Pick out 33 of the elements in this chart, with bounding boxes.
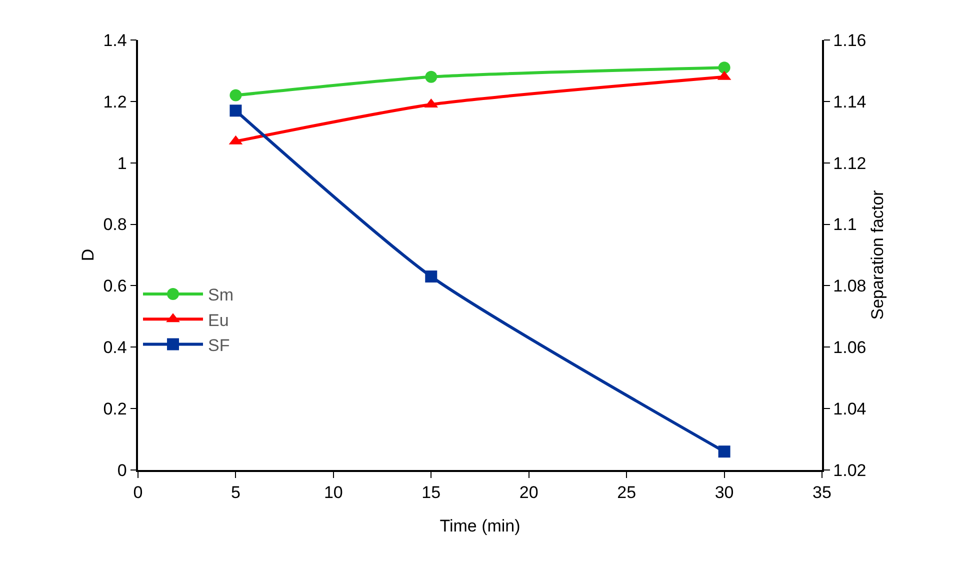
y-tick-label: 1.2	[103, 92, 127, 112]
y2-axis-title: Separation factor	[868, 190, 888, 320]
x-tick-label: 5	[230, 483, 240, 502]
y-tick-label: 0.4	[103, 338, 127, 358]
legend-label: Sm	[208, 286, 234, 305]
y-tick-label: 1	[117, 154, 127, 173]
legend-label: SF	[208, 336, 230, 355]
y-tick-label: 1.4	[103, 30, 127, 50]
y2-tick-label: 1.04	[833, 400, 866, 419]
x-tick-label: 20	[519, 483, 538, 502]
x-tick-label: 35	[812, 483, 832, 502]
y-tick-label: 0.2	[103, 400, 127, 419]
point	[230, 104, 242, 117]
y-tick-label: 0.6	[103, 276, 127, 296]
y2-tick-label: 1.16	[833, 30, 866, 50]
y-tick-label: 0.8	[103, 215, 127, 234]
x-tick-label: 0	[133, 483, 143, 502]
legend-label: Eu	[208, 310, 229, 330]
y2-tick-label: 1.06	[833, 338, 866, 358]
y2-tick-label: 1.08	[833, 276, 866, 296]
x-axis-title: Time (min)	[440, 516, 520, 536]
y2-tick-label: 1.02	[833, 460, 866, 480]
point	[718, 446, 730, 458]
y2-tick-label: 1.14	[833, 92, 866, 112]
point	[425, 270, 438, 282]
y-axis-title: D	[78, 248, 98, 262]
y2-tick-label: 1.1	[833, 215, 857, 234]
x-tick-label: 25	[617, 483, 636, 502]
x-tick-label: 30	[714, 483, 734, 502]
x-tick-label: 15	[422, 483, 441, 502]
y2-tick-label: 1.12	[833, 154, 866, 173]
x-tick-label: 10	[324, 483, 343, 502]
y-tick-label: 0	[117, 460, 127, 480]
